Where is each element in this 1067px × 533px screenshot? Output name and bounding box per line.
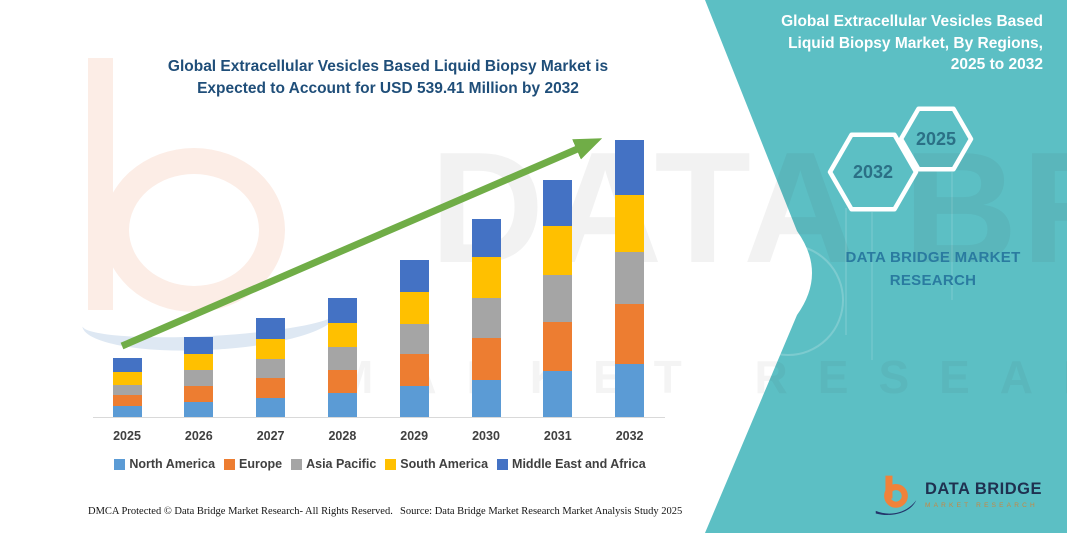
bar-2026: [184, 337, 214, 417]
bar-segment-2028-asia-pacific: [327, 346, 357, 370]
bar-segment-2026-middle-east-and-africa: [184, 337, 214, 355]
watermark-logo-stem: [88, 58, 113, 310]
bar-segment-2031-asia-pacific: [543, 274, 573, 323]
legend-item-asia-pacific: Asia Pacific: [291, 457, 376, 471]
x-axis-label-2031: 2031: [543, 429, 572, 443]
bar-segment-2031-south-america: [543, 226, 573, 275]
bar-segment-2027-middle-east-and-africa: [256, 318, 286, 339]
chart-title-line1: Global Extracellular Vesicles Based Liqu…: [167, 58, 609, 75]
bar-segment-2032-europe: [615, 304, 645, 365]
bar-segment-2031-europe: [543, 322, 573, 371]
bar-segment-2030-middle-east-and-africa: [471, 218, 501, 258]
legend-label: Asia Pacific: [306, 457, 377, 471]
watermark-market-research-text: MARKET RESEARCH: [335, 351, 1067, 403]
x-axis-label-2032: 2032: [615, 429, 644, 443]
bar-segment-2032-north-america: [615, 364, 645, 417]
bar-2032: [615, 140, 645, 417]
x-axis-line: [93, 417, 665, 418]
bar-segment-2031-north-america: [543, 370, 573, 417]
panel-title-line2: Liquid Biopsy Market, By Regions,: [788, 34, 1043, 52]
bar-2027: [256, 318, 286, 417]
bar-segment-2028-south-america: [327, 323, 357, 347]
x-axis-label-2027: 2027: [256, 429, 285, 443]
chart-legend: North America Europe Asia Pacific South Ame…: [90, 457, 670, 471]
footer-source: Source: Data Bridge Market Research Mark…: [400, 506, 683, 517]
bar-2028: [327, 298, 357, 417]
bar-segment-2027-south-america: [256, 339, 286, 359]
bar-2030: [471, 218, 501, 417]
legend-swatch: [291, 458, 303, 470]
bar-segment-2029-asia-pacific: [399, 323, 429, 355]
legend-label: South America: [400, 457, 489, 471]
x-axis-label-2030: 2030: [472, 429, 500, 443]
bar-segment-2029-middle-east-and-africa: [399, 259, 429, 293]
bar-segment-2028-middle-east-and-africa: [327, 298, 357, 324]
bar-segment-2030-asia-pacific: [471, 297, 501, 338]
bar-2025: [112, 358, 142, 417]
logo-title: DATA BRIDGE: [925, 480, 1043, 498]
watermark-brand-text: DATA BRIDGE: [430, 120, 1067, 296]
bar-segment-2027-asia-pacific: [256, 358, 286, 378]
legend-swatch: [114, 458, 126, 470]
bar-segment-2030-europe: [471, 337, 501, 380]
bar-segment-2031-middle-east-and-africa: [543, 179, 573, 226]
bar-segment-2032-asia-pacific: [615, 251, 645, 305]
hexagon-2032-label: 2032: [853, 162, 893, 182]
bar-segment-2029-north-america: [399, 385, 429, 417]
bar-segment-2027-north-america: [256, 397, 286, 417]
legend-item-south-america: South America: [385, 457, 488, 471]
bar-segment-2030-south-america: [471, 257, 501, 298]
dbmr-logo: DATA BRIDGE MARKET RESEARCH: [874, 472, 1042, 518]
hexagon-2025: [898, 106, 974, 172]
bar-segment-2025-asia-pacific: [112, 385, 142, 395]
brand-text: DATA BRIDGE MARKET RESEARCH: [845, 249, 1021, 289]
footer-copyright: DMCA Protected © Data Bridge Market Rese…: [88, 506, 393, 517]
legend-item-europe: Europe: [224, 457, 282, 471]
bar-segment-2025-europe: [112, 394, 142, 406]
panel-title: Global Extracellular Vesicles Based Liqu…: [713, 11, 1043, 76]
panel-title-line3: 2025 to 2032: [950, 56, 1043, 73]
bar-segment-2032-middle-east-and-africa: [615, 140, 645, 195]
bar-segment-2026-south-america: [184, 354, 214, 371]
bar-2029: [399, 259, 429, 417]
bar-segment-2025-middle-east-and-africa: [112, 358, 142, 373]
x-axis-label-2025: 2025: [113, 429, 141, 443]
x-axis-label-2029: 2029: [400, 429, 429, 443]
legend-label: Middle East and Africa: [512, 457, 646, 471]
logo-subtitle: MARKET RESEARCH: [925, 502, 1038, 509]
legend-item-middle-east-and-africa: Middle East and Africa: [497, 457, 646, 471]
legend-item-north-america: North America: [114, 457, 215, 471]
bar-segment-2026-asia-pacific: [184, 370, 214, 386]
bar-segment-2026-north-america: [184, 401, 214, 417]
bar-2031: [543, 179, 573, 417]
legend-label: Europe: [239, 457, 283, 471]
bar-segment-2029-south-america: [399, 292, 429, 324]
x-axis-label-2028: 2028: [328, 429, 357, 443]
bar-segment-2028-europe: [327, 369, 357, 394]
bar-segment-2025-south-america: [112, 372, 142, 386]
legend-swatch: [224, 458, 236, 470]
legend-swatch: [497, 458, 509, 470]
legend-swatch: [385, 458, 397, 470]
x-axis-label-2026: 2026: [184, 429, 213, 443]
bar-segment-2029-europe: [399, 354, 429, 386]
bar-segment-2025-north-america: [112, 405, 142, 417]
bar-segment-2032-south-america: [615, 194, 645, 252]
hexagon-2032: [827, 132, 919, 212]
hexagon-2025-label: 2025: [916, 129, 956, 149]
panel-title-line1: Global Extracellular Vesicles Based: [781, 13, 1043, 30]
chart-title-line2: Expected to Account for USD 539.41 Milli…: [197, 79, 579, 97]
chart-title: Global Extracellular Vesicles Based Liqu…: [118, 56, 658, 99]
bar-segment-2027-europe: [256, 378, 286, 398]
bar-segment-2028-north-america: [327, 393, 357, 417]
legend-label: North America: [129, 457, 216, 471]
bar-segment-2030-north-america: [471, 379, 501, 417]
bar-segment-2026-europe: [184, 385, 214, 402]
dbmr-logo-icon: [875, 475, 917, 516]
